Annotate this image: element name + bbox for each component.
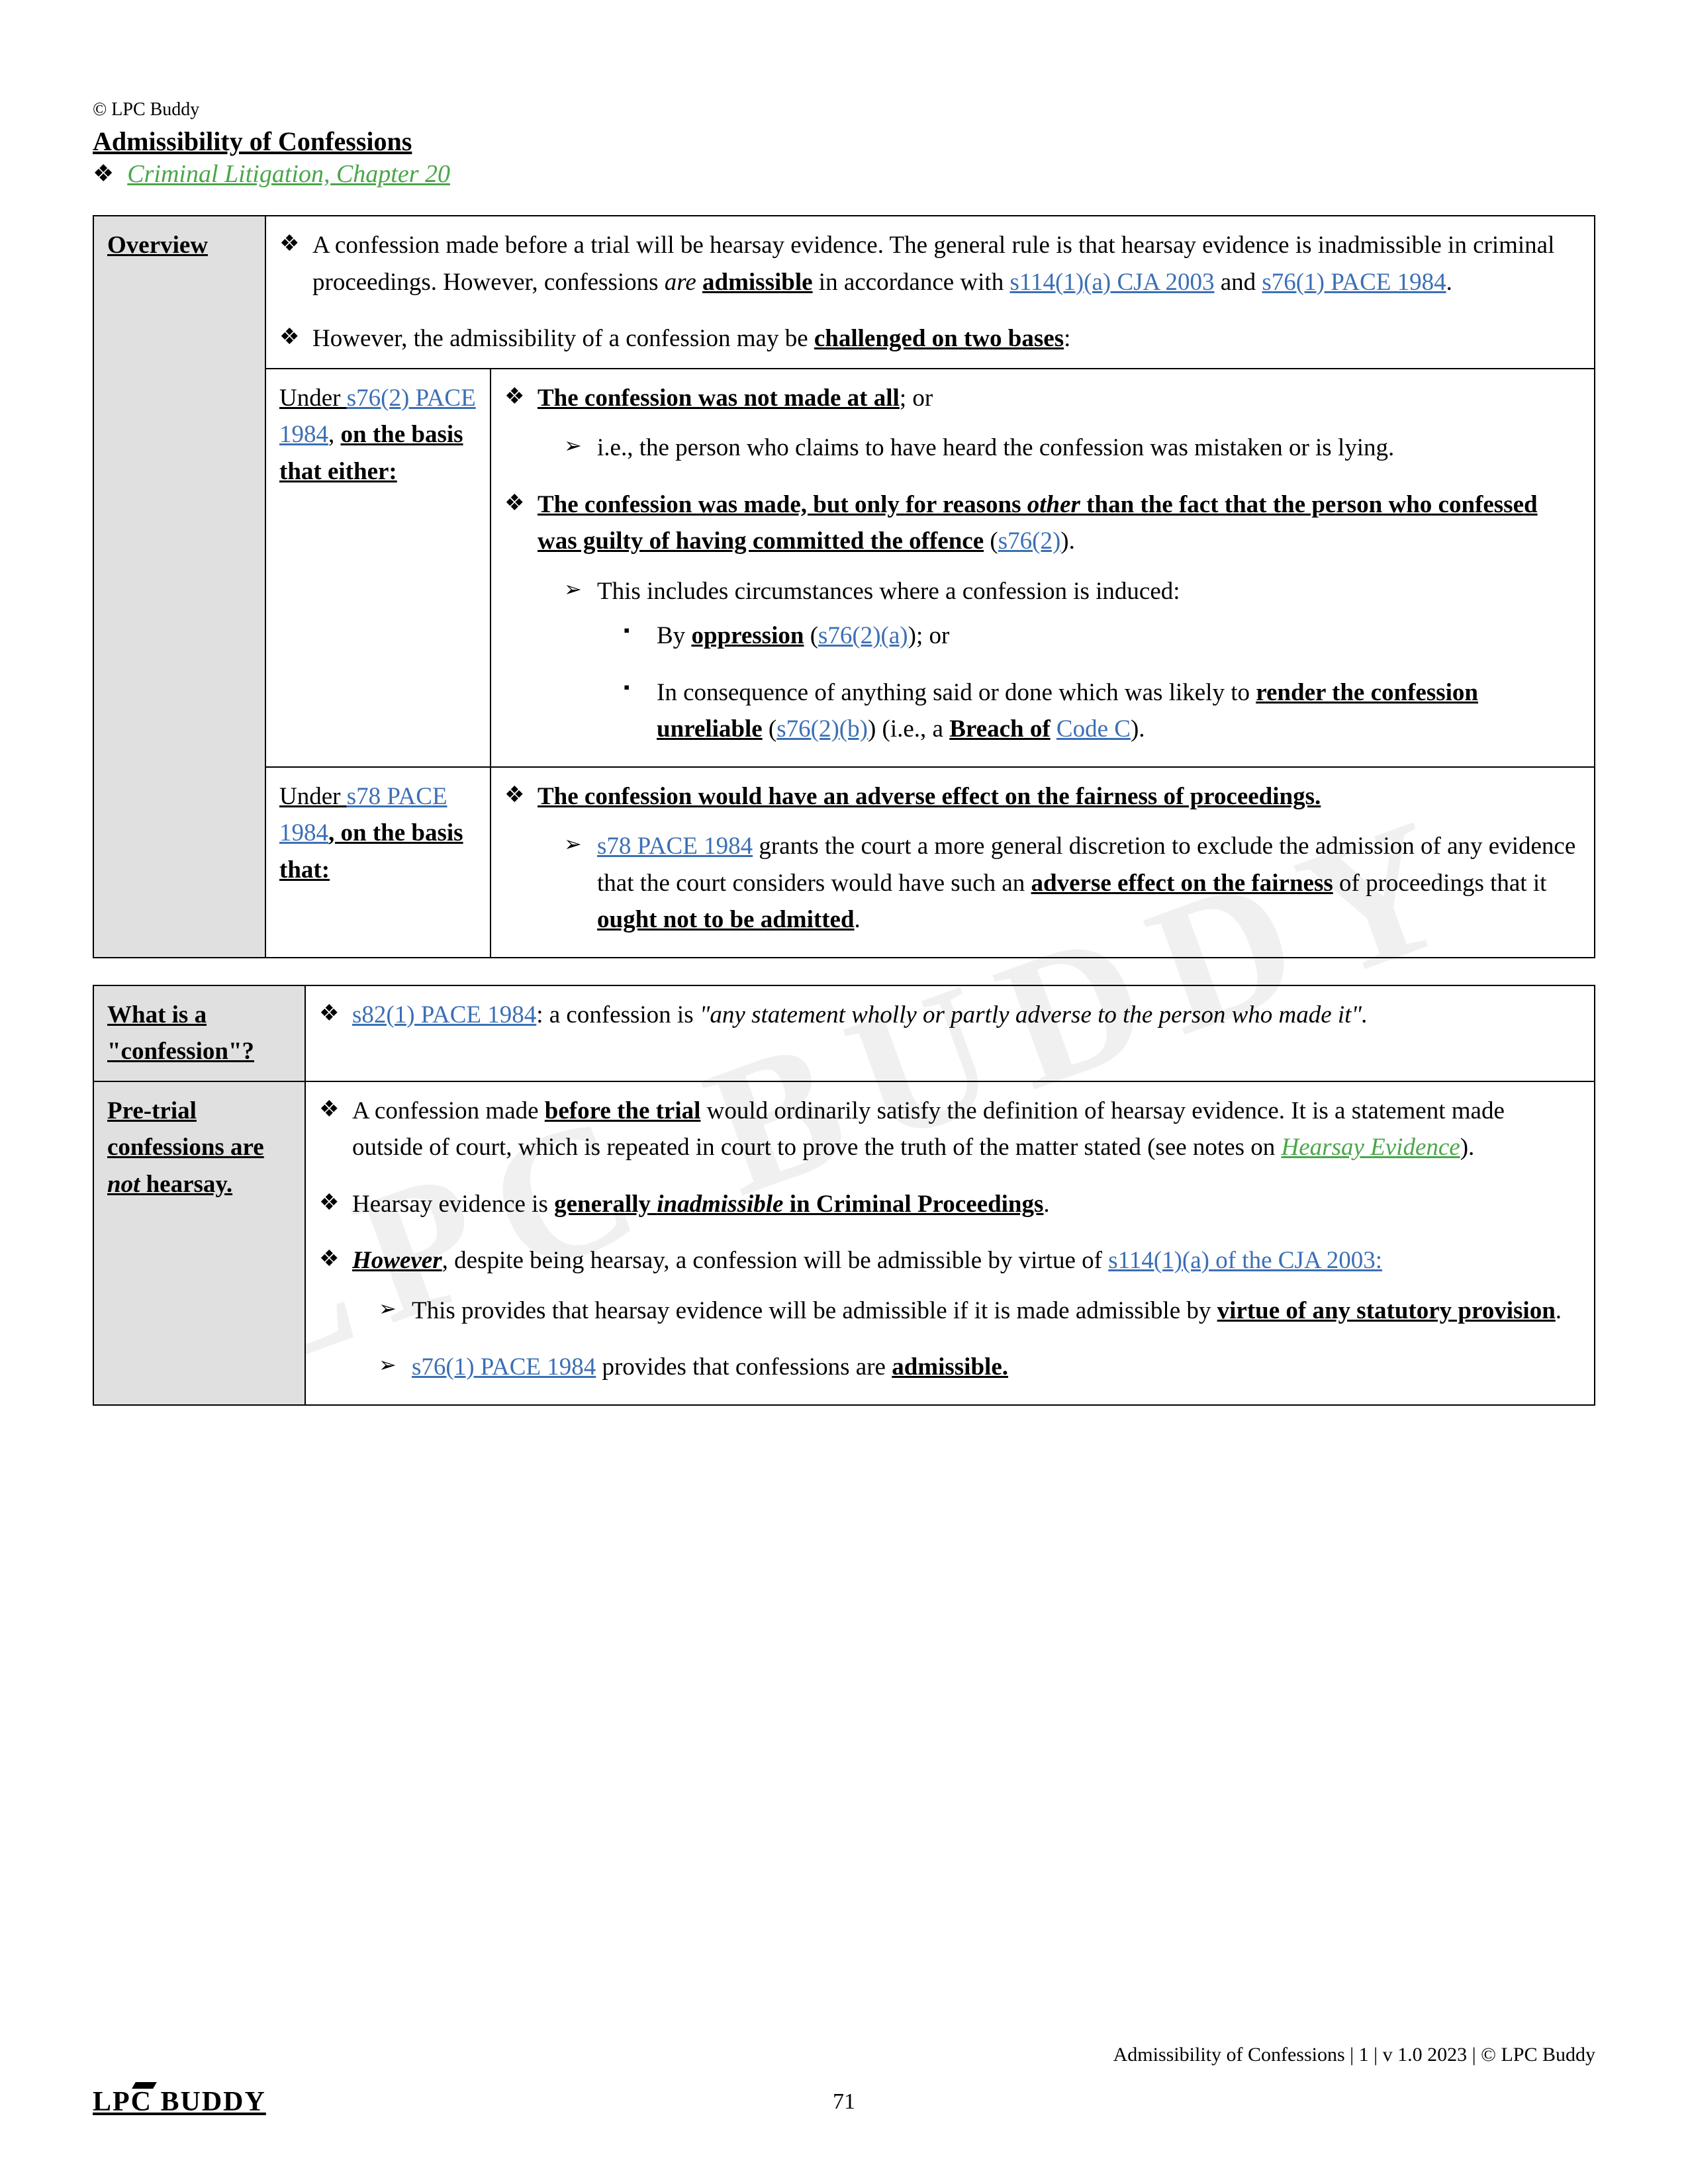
link-s821[interactable]: s82(1) PACE 1984: [352, 1001, 536, 1028]
link-s78-2[interactable]: s78 PACE 1984: [597, 833, 753, 860]
pretrial-label: Pre-trial confessions are not hearsay.: [93, 1081, 305, 1405]
footer-text: Admissibility of Confessions | 1 | v 1.0…: [93, 2044, 1595, 2066]
link-s761[interactable]: s76(1) PACE 1984: [1262, 269, 1446, 296]
pretrial-content: ❖ A confession made before the trial wou…: [305, 1081, 1595, 1405]
definitions-table: What is a "confession"? ❖ s82(1) PACE 19…: [93, 985, 1595, 1406]
link-s114[interactable]: s114(1)(a) CJA 2003: [1009, 269, 1214, 296]
overview-label-cell: Overview: [93, 216, 265, 958]
overview-table: Overview ❖ A confession made before a tr…: [93, 215, 1595, 958]
logo: LPC BUDDY: [93, 2086, 266, 2118]
s78-label-cell: Under s78 PACE 1984, on the basis that:: [265, 767, 491, 958]
page-number: 71: [833, 2089, 855, 2115]
chapter-link[interactable]: Criminal Litigation, Chapter 20: [127, 159, 450, 189]
page-footer: Admissibility of Confessions | 1 | v 1.0…: [93, 2044, 1595, 2118]
link-s114-2[interactable]: s114(1)(a) of the CJA 2003:: [1108, 1247, 1382, 1274]
link-s762b[interactable]: s76(2)(b): [776, 715, 868, 743]
overview-content: ❖ A confession made before a trial will …: [265, 216, 1595, 369]
link-s761-2[interactable]: s76(1) PACE 1984: [412, 1353, 596, 1381]
s762-label-cell: Under s76(2) PACE 1984, on the basis tha…: [265, 369, 491, 767]
s762-content: ❖ The confession was not made at all; or…: [491, 369, 1595, 767]
copyright-top: © LPC Buddy: [93, 99, 1595, 120]
link-codec[interactable]: Code C: [1056, 715, 1131, 743]
link-s762a[interactable]: s76(2)(a): [818, 622, 908, 649]
link-s762-short[interactable]: s76(2): [998, 527, 1061, 555]
s78-content: ❖ The confession would have an adverse e…: [491, 767, 1595, 958]
main-title: Admissibility of Confessions: [93, 126, 1595, 157]
confession-def-label: What is a "confession"?: [93, 985, 305, 1081]
chapter-reference: ❖ Criminal Litigation, Chapter 20: [93, 159, 1595, 189]
confession-def-content: ❖ s82(1) PACE 1984: a confession is "any…: [305, 985, 1595, 1081]
link-hearsay[interactable]: Hearsay Evidence: [1282, 1134, 1460, 1161]
